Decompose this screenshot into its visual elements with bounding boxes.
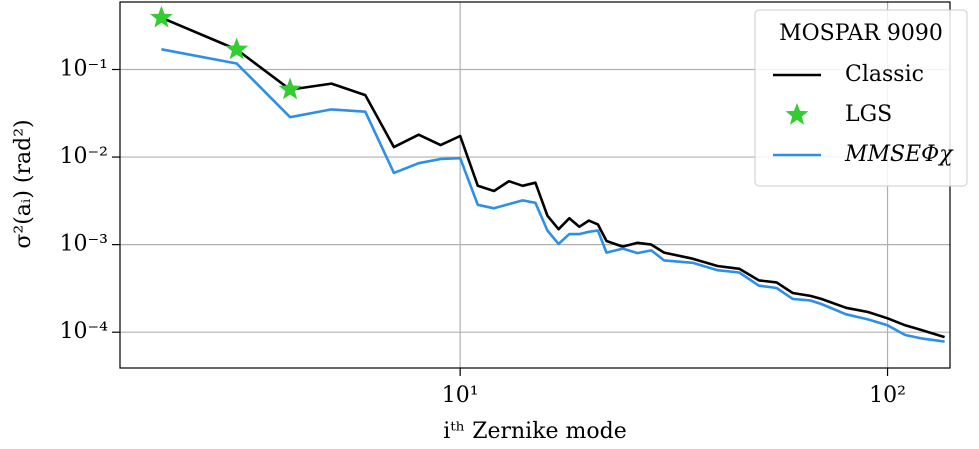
y-axis-label: σ²(aᵢ) (rad²) — [11, 119, 36, 248]
series-line — [161, 48, 945, 343]
star-marker — [278, 77, 302, 100]
y-tick-label: 10⁻³ — [60, 232, 108, 257]
series-line — [160, 16, 945, 339]
y-tick-label: 10⁻⁴ — [60, 319, 109, 344]
legend-box — [754, 9, 968, 187]
legend-label: MMSEΦχ — [844, 142, 954, 167]
y-tick-label: 10⁻¹ — [60, 56, 108, 81]
x-axis-label: iᵗʰ Zernike mode — [443, 419, 627, 444]
y-tick-label: 10⁻² — [60, 144, 108, 169]
legend-label: Classic — [845, 62, 924, 87]
x-tick-label: 10¹ — [442, 383, 479, 408]
legend-label: LGS — [845, 102, 892, 127]
legend-title: MOSPAR 9090 — [779, 21, 943, 46]
x-tick-label: 10² — [869, 383, 906, 408]
legend-swatch — [785, 103, 809, 125]
star-marker — [225, 37, 249, 60]
star-marker — [150, 5, 173, 28]
